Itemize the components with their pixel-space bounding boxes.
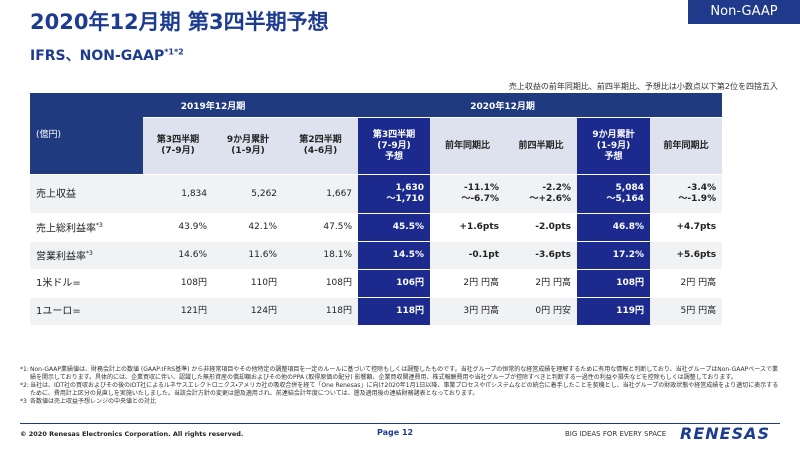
table-cell: 2円 円高 [650, 269, 723, 298]
column-header: 前年同期比 [430, 117, 506, 175]
logo: RENESAS [680, 424, 770, 443]
column-header: 前年同期比 [650, 117, 723, 175]
title: 2020年12月期 第3四半期予想 [30, 10, 329, 34]
table-cell: 121円 [143, 297, 213, 326]
footnotes: *1: Non-GAAP業績値は、財務会計上の数値 (GAAP:IFRS基準) か… [20, 366, 780, 406]
table-cell: 43.9% [143, 213, 213, 242]
table-cell: -2.0pts [505, 213, 578, 242]
badge: Non-GAAP [688, 0, 800, 24]
table-cell: -11.1% 〜-6.7% [430, 174, 506, 214]
table-cell: 106円 [358, 269, 431, 298]
row-label: 売上収益 [30, 174, 143, 214]
footer-rule [20, 423, 780, 424]
table-cell: 108円 [143, 269, 213, 298]
subtitle-note: *1*2 [164, 47, 184, 57]
row-label-text: 売上収益 [36, 188, 76, 200]
table-cell: 18.1% [283, 241, 359, 270]
column-header: 第3四半期 (7-9月) [143, 117, 213, 175]
table-cell: 108円 [577, 269, 651, 298]
table-cell: +4.7pts [650, 213, 723, 242]
table-row: 1米ドル= 108円 110円 108円 106円 2円 円高 2円 円高 108円 2円 円高 [30, 269, 723, 298]
page-number: Page 12 [377, 428, 414, 437]
table-cell: 5円 円高 [650, 297, 723, 326]
table-cell: 124円 [213, 297, 284, 326]
table-cell: -3.6pts [505, 241, 578, 270]
table-cell: 1,667 [283, 174, 359, 214]
table-cell: 108円 [283, 269, 359, 298]
footnote: *1: Non-GAAP業績値は、財務会計上の数値 (GAAP:IFRS基準) か… [20, 366, 780, 382]
table-cell: 2円 円高 [505, 269, 578, 298]
table-cell: 1,630 〜1,710 [358, 174, 431, 214]
row-label-text: 売上総利益率 [36, 223, 96, 235]
column-header: 前四半期比 [505, 117, 578, 175]
footnote: *2: 当社は、IDT社の買収およびその後のIDT社によるルネサスエレクトロニクス… [20, 382, 780, 398]
table-row: 営業利益率*3 14.6% 11.6% 18.1% 14.5% -0.1pt -3.6pts… [30, 241, 723, 270]
table-cell: 119円 [577, 297, 651, 326]
tagline: BIG IDEAS FOR EVERY SPACE [565, 430, 667, 438]
table-cell: 46.8% [577, 213, 651, 242]
subtitle-text: IFRS、NON-GAAP [30, 48, 165, 64]
footnote-mark: *3 [20, 398, 27, 405]
row-label-text: 1米ドル= [36, 278, 81, 289]
table-cell: 17.2% [577, 241, 651, 270]
table-cell: -2.2% 〜+2.6% [505, 174, 578, 214]
group-header: 2020年12月期 [283, 93, 723, 118]
table-cell: -0.1pt [430, 241, 506, 270]
table-cell: 14.6% [143, 241, 213, 270]
row-label-note: *3 [86, 250, 93, 258]
unit-label: (億円) [30, 93, 143, 175]
table-cell: 11.6% [213, 241, 284, 270]
row-label-text: 営業利益率 [36, 251, 86, 263]
table-row: 売上総利益率*3 43.9% 42.1% 47.5% 45.5% +1.6pts -2.0p… [30, 213, 723, 242]
subtitle: IFRS、NON-GAAP*1*2 [30, 45, 184, 65]
table-body: 売上収益 1,834 5,262 1,667 1,630 〜1,710 -11.1% 〜-… [30, 174, 723, 326]
row-label-text: 1ユーロ= [36, 306, 81, 317]
row-label: 売上総利益率*3 [30, 213, 143, 242]
rounding-note: 売上収益の前年同期比、前四半期比、予想比は小数点以下第2位を四捨五入 [508, 82, 778, 91]
footnote-text: 各数値は売上収益予想レンジの中央値との対比 [30, 398, 156, 405]
table-cell: 47.5% [283, 213, 359, 242]
group-header: 2019年12月期 [143, 93, 284, 118]
table-cell: 14.5% [358, 241, 431, 270]
row-label: 1ユーロ= [30, 297, 143, 326]
table-cell: +5.6pts [650, 241, 723, 270]
column-header-row: 第3四半期 (7-9月) 9か月累計 (1-9月) 第2四半期 (4-6月) 第3四半… [30, 117, 723, 175]
column-header: 第3四半期 (7-9月) 予想 [358, 117, 431, 175]
row-label: 営業利益率*3 [30, 241, 143, 270]
table-cell: 5,262 [213, 174, 284, 214]
table-cell: 110円 [213, 269, 284, 298]
table-cell: -3.4% 〜-1.9% [650, 174, 723, 214]
table-cell: +1.6pts [430, 213, 506, 242]
footnote-text: Non-GAAP業績値は、財務会計上の数値 (GAAP:IFRS基準) から非経… [30, 366, 778, 381]
table-cell: 118円 [283, 297, 359, 326]
table-cell: 2円 円高 [430, 269, 506, 298]
table-cell: 0円 円安 [505, 297, 578, 326]
column-header: 9か月累計 (1-9月) 予想 [577, 117, 651, 175]
table-cell: 42.1% [213, 213, 284, 242]
footnote-text: 当社は、IDT社の買収およびその後のIDT社によるルネサスエレクトロニクス・アメ… [30, 382, 779, 397]
copyright: © 2020 Renesas Electronics Corporation. … [20, 430, 244, 438]
footnote-mark: *2: [20, 382, 29, 389]
forecast-table: (億円) 2019年12月期 2020年12月期 第3四半期 (7-9月) 9か月… [30, 93, 723, 326]
table-cell: 5,084 〜5,164 [577, 174, 651, 214]
footnote-mark: *1: [20, 366, 29, 373]
table-cell: 3円 円高 [430, 297, 506, 326]
column-header: 第2四半期 (4-6月) [283, 117, 359, 175]
table-cell: 1,834 [143, 174, 213, 214]
footnote: *3 各数値は売上収益予想レンジの中央値との対比 [20, 398, 780, 406]
table-cell: 45.5% [358, 213, 431, 242]
row-label-note: *3 [96, 222, 103, 230]
table-row: 売上収益 1,834 5,262 1,667 1,630 〜1,710 -11.1% 〜-… [30, 174, 723, 214]
column-header: 9か月累計 (1-9月) [213, 117, 284, 175]
table-row: 1ユーロ= 121円 124円 118円 118円 3円 円高 0円 円安 119円 5円 円高 [30, 297, 723, 326]
table-cell: 118円 [358, 297, 431, 326]
row-label: 1米ドル= [30, 269, 143, 298]
